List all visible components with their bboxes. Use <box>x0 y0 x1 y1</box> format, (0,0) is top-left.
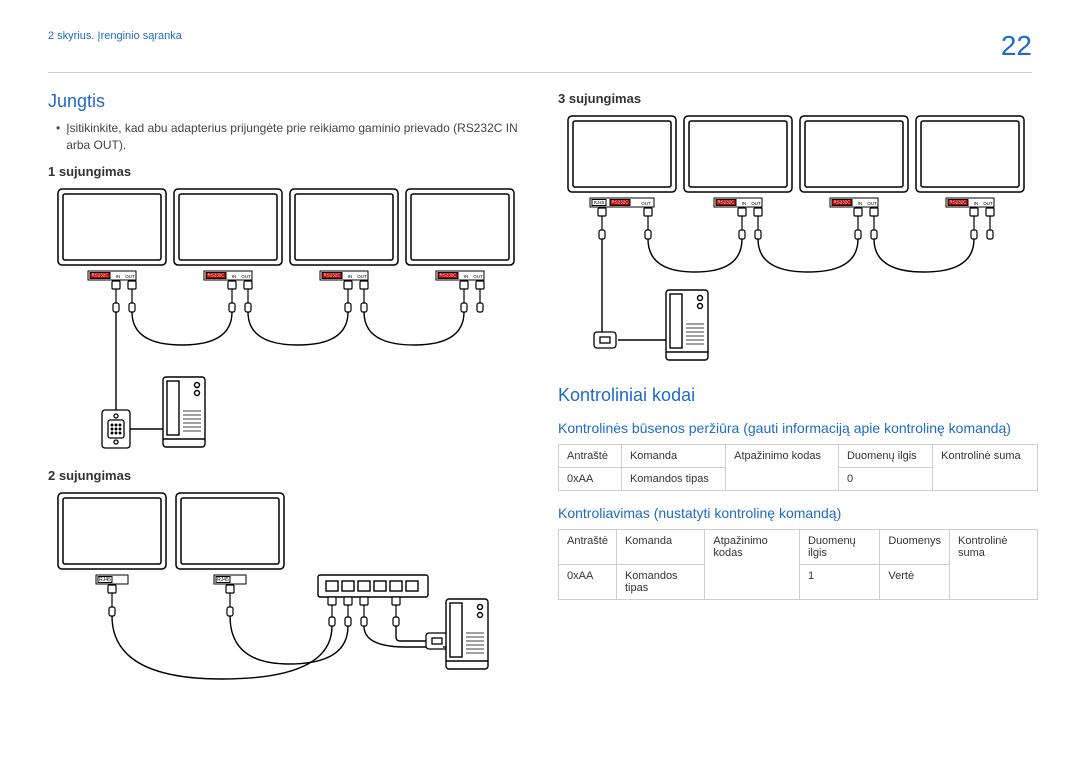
note-bullet: Įsitikinkite, kad abu adapterius prijung… <box>56 120 518 154</box>
svg-text:OUT: OUT <box>241 274 251 279</box>
table-cell: Antraštė <box>559 530 617 565</box>
svg-text:RS232C: RS232C <box>91 272 109 277</box>
right-column: 3 sujungimas RJ45 RS232C OUT RS232C IN OUT R… <box>558 91 1038 706</box>
view-status-table: Antraštė Komanda Atpažinimo kodas Duomen… <box>558 444 1038 491</box>
table-row: Antraštė Komanda Atpažinimo kodas Duomen… <box>559 530 1038 565</box>
svg-text:IN: IN <box>464 274 469 279</box>
bullet-dot <box>56 120 60 154</box>
svg-text:IN: IN <box>116 274 121 279</box>
svg-text:RS232C: RS232C <box>833 200 851 205</box>
table-cell: 0 <box>838 468 932 491</box>
svg-text:OUT: OUT <box>641 201 651 206</box>
table-cell: Duomenų ilgis <box>799 530 879 565</box>
diagram-conn2: RJ45 RJ45 <box>48 489 518 702</box>
content-columns: Jungtis Įsitikinkite, kad abu adapterius… <box>48 91 1032 706</box>
svg-text:IN: IN <box>974 201 979 206</box>
table-cell: 1 <box>799 565 879 600</box>
breadcrumb: 2 skyrius. Įrenginio sąranka <box>48 30 182 42</box>
svg-text:RJ45: RJ45 <box>217 577 229 583</box>
header-divider <box>48 72 1032 73</box>
svg-text:RS232C: RS232C <box>949 200 967 205</box>
svg-text:RS232C: RS232C <box>611 200 629 205</box>
set-control-title: Kontroliavimas (nustatyti kontrolinę kom… <box>558 505 1038 521</box>
table-cell: Antraštė <box>559 445 622 468</box>
codes-title: Kontroliniai kodai <box>558 385 1038 406</box>
table-cell: Komandos tipas <box>616 565 704 600</box>
svg-text:OUT: OUT <box>751 201 761 206</box>
table-cell: Duomenų ilgis <box>838 445 932 468</box>
note-text: Įsitikinkite, kad abu adapterius prijung… <box>66 120 518 154</box>
conn2-title: 2 sujungimas <box>48 468 518 483</box>
svg-text:IN: IN <box>348 274 353 279</box>
table-cell: Atpažinimo kodas <box>726 445 839 491</box>
conn3-title: 3 sujungimas <box>558 91 1038 106</box>
table-cell: Kontrolinė suma <box>950 530 1038 600</box>
jungtis-title: Jungtis <box>48 91 518 112</box>
table-cell: Komanda <box>616 530 704 565</box>
table-cell: Kontrolinė suma <box>933 445 1038 491</box>
svg-text:OUT: OUT <box>125 274 135 279</box>
table-cell: Vertė <box>880 565 950 600</box>
table-cell: Duomenys <box>880 530 950 565</box>
view-status-title: Kontrolinės būsenos peržiūra (gauti info… <box>558 420 1038 436</box>
diagram-conn1: RS232C IN OUT RS232C IN OUT RS232C IN OUT RS23… <box>48 185 518 458</box>
svg-text:RS232C: RS232C <box>439 272 457 277</box>
table-cell: 0xAA <box>559 565 617 600</box>
table-row: Antraštė Komanda Atpažinimo kodas Duomen… <box>559 445 1038 468</box>
svg-text:IN: IN <box>858 201 863 206</box>
table-cell: Komandos tipas <box>621 468 725 491</box>
left-column: Jungtis Įsitikinkite, kad abu adapterius… <box>48 91 518 706</box>
svg-text:OUT: OUT <box>357 274 367 279</box>
svg-text:RS232C: RS232C <box>207 272 225 277</box>
svg-text:RS232C: RS232C <box>717 200 735 205</box>
svg-text:OUT: OUT <box>983 201 993 206</box>
svg-text:OUT: OUT <box>473 274 483 279</box>
svg-text:OUT: OUT <box>867 201 877 206</box>
svg-text:IN: IN <box>742 201 747 206</box>
table-cell: Atpažinimo kodas <box>705 530 800 600</box>
diagram-conn3: RJ45 RS232C OUT RS232C IN OUT RS232C IN OUT RS… <box>558 112 1038 375</box>
svg-text:IN: IN <box>232 274 237 279</box>
conn1-title: 1 sujungimas <box>48 164 518 179</box>
page-number: 22 <box>1001 30 1032 62</box>
svg-text:RJ45: RJ45 <box>99 577 111 583</box>
svg-text:RJ45: RJ45 <box>594 200 605 205</box>
set-control-table: Antraštė Komanda Atpažinimo kodas Duomen… <box>558 529 1038 600</box>
svg-text:RS232C: RS232C <box>323 272 341 277</box>
table-cell: 0xAA <box>559 468 622 491</box>
table-cell: Komanda <box>621 445 725 468</box>
page-header: 2 skyrius. Įrenginio sąranka 22 <box>48 30 1032 62</box>
